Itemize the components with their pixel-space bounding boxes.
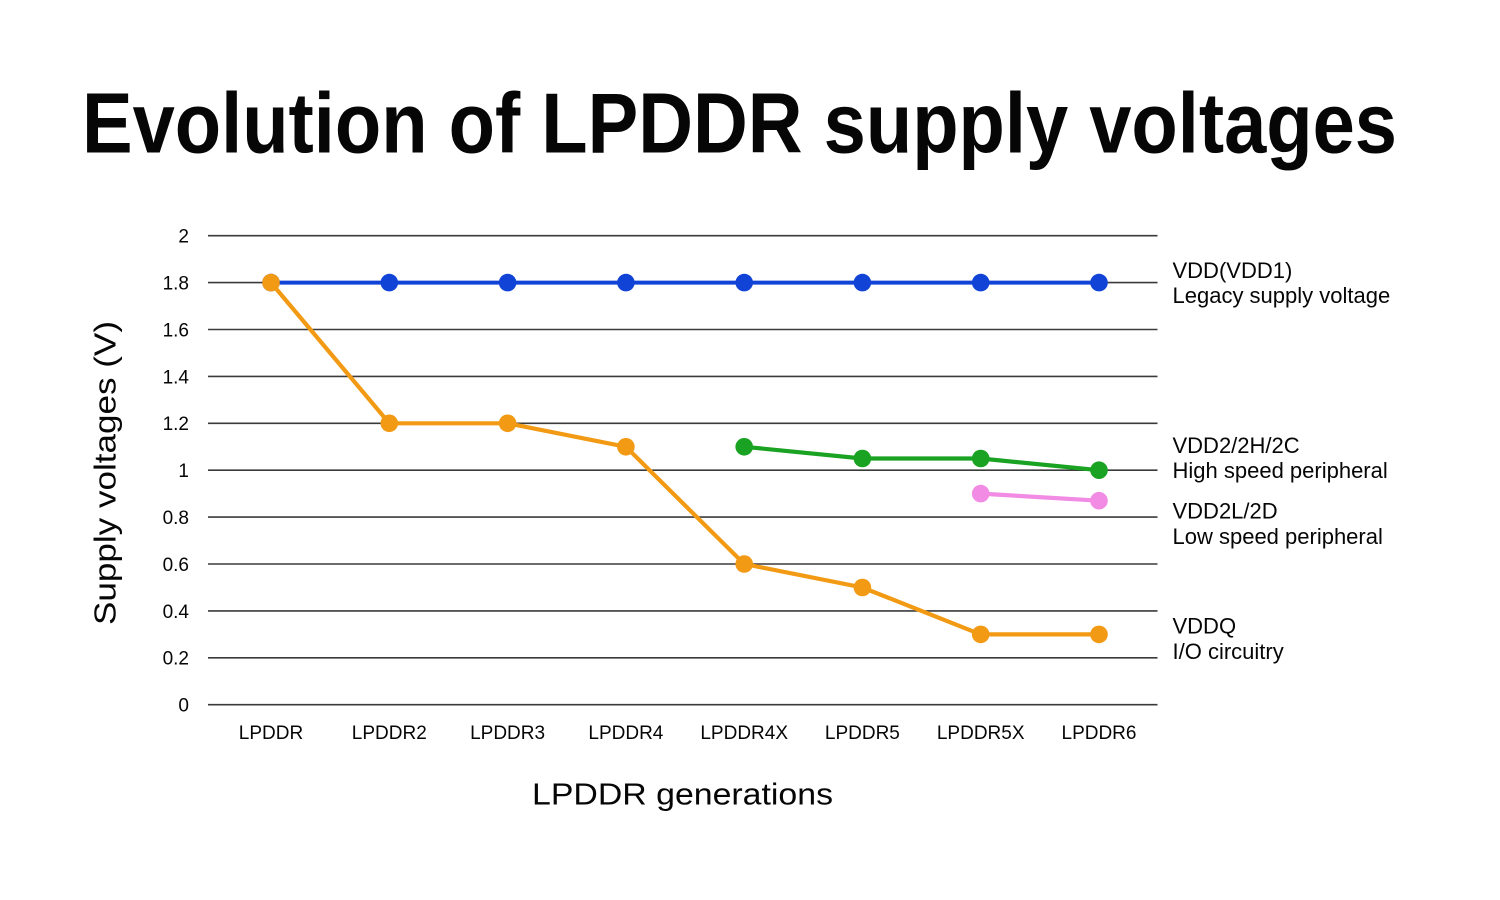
svg-text:Evolution of LPDDR supply volt: Evolution of LPDDR supply voltages [82,77,1397,172]
svg-text:1.6: 1.6 [163,320,189,341]
svg-text:VDD2/2H/2C: VDD2/2H/2C [1173,433,1300,458]
svg-text:I/O circuitry: I/O circuitry [1173,639,1284,664]
svg-text:2: 2 [178,227,189,248]
svg-text:1.4: 1.4 [163,367,190,388]
svg-text:0.6: 0.6 [163,555,189,576]
svg-text:VDD2L/2D: VDD2L/2D [1173,499,1278,524]
svg-text:LPDDR3: LPDDR3 [470,723,545,744]
svg-text:0.8: 0.8 [163,508,189,529]
svg-text:LPDDR5X: LPDDR5X [937,723,1025,744]
svg-text:VDD(VDD1): VDD(VDD1) [1173,258,1293,283]
svg-text:1.2: 1.2 [163,414,189,435]
svg-text:0.2: 0.2 [163,649,189,670]
svg-text:LPDDR generations: LPDDR generations [532,777,833,812]
svg-text:LPDDR2: LPDDR2 [352,723,427,744]
svg-text:1.8: 1.8 [163,274,189,295]
svg-text:0.4: 0.4 [163,602,190,623]
svg-text:LPDDR4: LPDDR4 [588,723,663,744]
svg-text:LPDDR6: LPDDR6 [1062,723,1137,744]
svg-text:0: 0 [178,696,189,717]
svg-text:VDDQ: VDDQ [1173,613,1237,638]
svg-text:Legacy supply voltage: Legacy supply voltage [1173,283,1391,308]
svg-text:High speed peripheral: High speed peripheral [1173,458,1388,483]
svg-text:Low speed peripheral: Low speed peripheral [1173,524,1383,549]
svg-text:LPDDR4X: LPDDR4X [700,723,788,744]
svg-text:1: 1 [178,461,189,482]
svg-text:Supply voltages (V): Supply voltages (V) [87,321,122,625]
svg-text:LPDDR: LPDDR [239,723,303,744]
svg-text:LPDDR5: LPDDR5 [825,723,900,744]
